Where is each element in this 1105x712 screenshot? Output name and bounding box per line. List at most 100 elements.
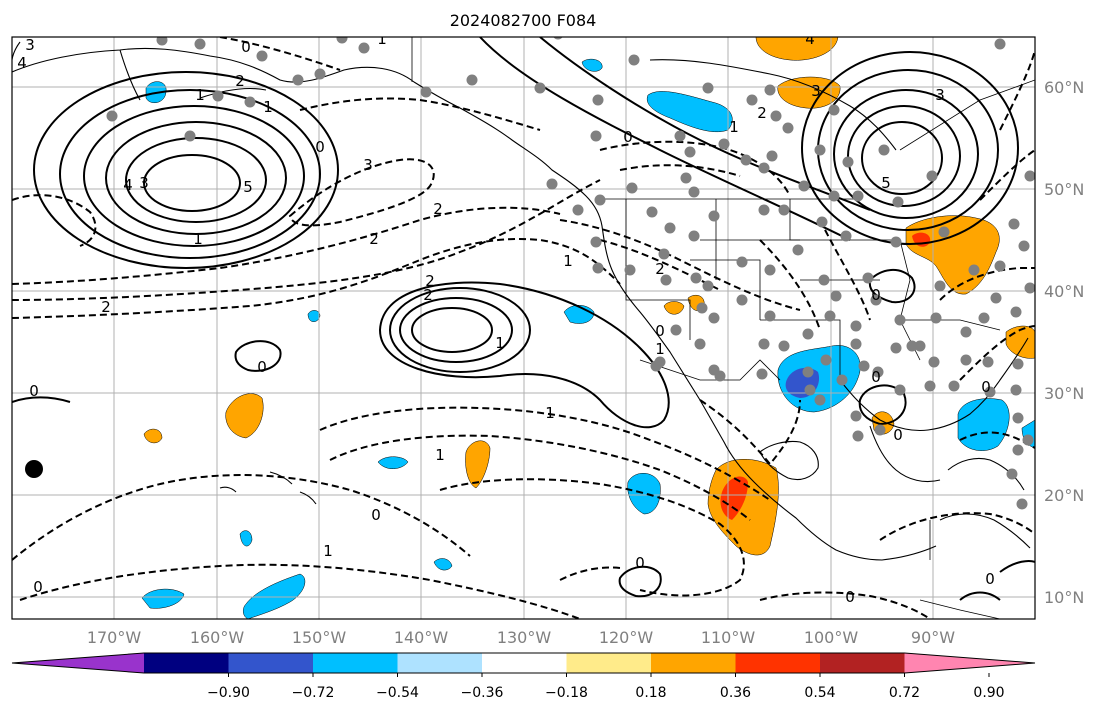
contour-label: 3 [935, 86, 945, 104]
map-frame [11, 36, 1036, 620]
colorbar [11, 652, 1036, 674]
station-markers [106, 37, 1035, 510]
station-marker [850, 338, 862, 350]
station-marker [650, 360, 662, 372]
lon-label: 120°W [599, 628, 654, 647]
station-marker [766, 150, 778, 162]
station-marker [690, 272, 702, 284]
station-marker [928, 356, 940, 368]
longitude-labels: 170°W 160°W 150°W 140°W 130°W 120°W 110°… [87, 628, 955, 647]
station-marker [984, 386, 996, 398]
station-marker [764, 264, 776, 276]
shaded-region [143, 428, 163, 444]
station-marker [758, 204, 770, 216]
contour-label: 0 [871, 286, 881, 304]
colorbar-segment [904, 653, 1035, 673]
station-marker [1012, 412, 1024, 424]
station-marker [824, 310, 836, 322]
station-marker [872, 366, 884, 378]
station-marker [684, 146, 696, 158]
lon-label: 150°W [292, 628, 347, 647]
station-marker [736, 256, 748, 268]
contour-label: 5 [881, 174, 891, 192]
station-marker [836, 374, 848, 386]
station-marker [1006, 468, 1018, 480]
station-marker [802, 328, 814, 340]
lat-label: 50°N [1044, 180, 1084, 199]
station-marker [758, 162, 770, 174]
contour-label: 2 [757, 104, 767, 122]
contour-label: 1 [545, 404, 555, 422]
station-marker [948, 380, 960, 392]
station-marker [814, 144, 826, 156]
station-marker [1024, 170, 1035, 182]
station-marker [758, 338, 770, 350]
station-marker [256, 50, 268, 62]
shaded-region [707, 459, 779, 556]
lat-label: 40°N [1044, 282, 1084, 301]
station-marker [828, 104, 840, 116]
station-marker [466, 74, 478, 86]
shaded-region [777, 76, 841, 109]
station-marker [702, 280, 714, 292]
lat-label: 60°N [1044, 78, 1084, 97]
dashed-contours [12, 37, 1035, 619]
station-marker [194, 38, 206, 50]
shaded-region [225, 393, 264, 439]
station-marker [756, 368, 768, 380]
station-marker [1012, 358, 1024, 370]
station-marker [934, 280, 946, 292]
shaded-region [433, 558, 453, 571]
contour-label: 3 [139, 174, 149, 192]
station-marker [798, 180, 810, 192]
station-marker [660, 274, 672, 286]
shaded-region [627, 473, 661, 515]
contour-labels: 340 114 3 521032212221010010100132453010000… [17, 30, 995, 606]
station-marker [590, 236, 602, 248]
station-marker [534, 82, 546, 94]
station-marker [664, 222, 676, 234]
station-marker [782, 122, 794, 134]
station-marker [1022, 434, 1034, 446]
contour-label: 0 [893, 426, 903, 444]
station-marker [814, 394, 826, 406]
lat-label: 30°N [1044, 384, 1084, 403]
station-marker [184, 130, 196, 142]
colorbar-tick-label: 0.36 [720, 685, 751, 701]
station-marker [830, 290, 842, 302]
station-marker [546, 178, 558, 190]
station-marker [894, 384, 906, 396]
colorbar-tick-label: 0.54 [804, 685, 835, 701]
colorbar-tick-label: −0.36 [461, 685, 504, 701]
colorbar-segment [228, 653, 314, 673]
station-marker [778, 204, 790, 216]
lat-label: 20°N [1044, 486, 1084, 505]
station-marker [1016, 498, 1028, 510]
station-marker [816, 216, 828, 228]
station-marker [736, 294, 748, 306]
contour-label: 2 [101, 298, 111, 316]
contour-label: 4 [805, 30, 815, 48]
station-marker [978, 312, 990, 324]
station-marker [840, 230, 852, 242]
station-marker [878, 144, 890, 156]
station-marker [696, 302, 708, 314]
lat-label: 10°N [1044, 588, 1084, 607]
station-marker [702, 82, 714, 94]
station-marker [336, 37, 348, 44]
station-marker [804, 384, 816, 396]
contour-label: 1 [495, 334, 505, 352]
contour-label: 4 [123, 176, 133, 194]
station-marker [764, 310, 776, 322]
station-marker [820, 354, 832, 366]
station-marker [1010, 384, 1022, 396]
shaded-region [957, 398, 1010, 451]
contour-label: 2 [235, 72, 245, 90]
contour-label: 0 [241, 38, 251, 56]
station-marker [914, 340, 926, 352]
colorbar-segment [12, 653, 144, 673]
station-marker [828, 190, 840, 202]
contour-label: 0 [981, 378, 991, 396]
station-marker [658, 248, 670, 260]
